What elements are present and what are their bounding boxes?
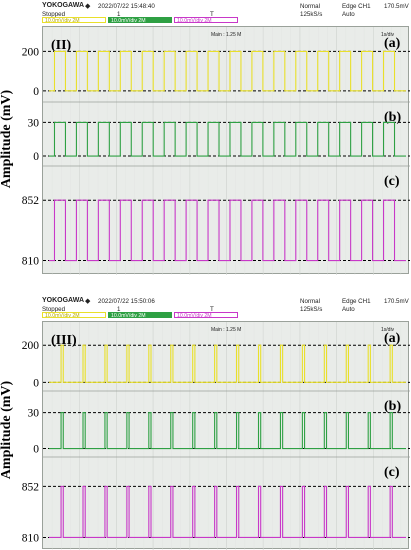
ch1-tag: 10.0mV/div 2M (42, 17, 106, 24)
trigger-marker: T (210, 11, 214, 18)
scope-screen: (III) Main : 1.25 M 1s/div 200 0 (a) 30 0 (b) 852… (22, 321, 410, 550)
diamond-icon: ◆ (85, 298, 91, 305)
status-text: Stopped (42, 306, 66, 313)
brand-logo: YOKOGAWA (42, 2, 85, 9)
ch3-tag: 10.0mV/div 2M (174, 312, 238, 319)
scope-header: YOKOGAWA ◆ 2022/07/22 15:50:06 Stopped 1… (42, 297, 411, 319)
zoom-text: Main : 1.25 M (211, 32, 241, 38)
ch2-tag: 10.0mV/div 2M (108, 312, 172, 319)
level-label-high: 852 (22, 195, 40, 207)
figure-panel-ii: YOKOGAWA ◆ 2022/07/22 15:48:40 Stopped 1… (0, 2, 411, 275)
level-label-low: 810 (22, 532, 40, 544)
trigger-type: Edge CH1 (342, 3, 371, 10)
marker-1: 1 (117, 306, 121, 313)
waveform-trace (49, 50, 406, 92)
subplot-label: (b) (384, 399, 401, 414)
waveform-trace (49, 485, 406, 538)
acq-mode: Normal (300, 298, 320, 305)
trigger-marker: T (210, 306, 214, 313)
scope-plot: (III) Main : 1.25 M 1s/div 200 0 (a) 30 0 (b) 852… (22, 322, 410, 550)
waveform-trace (49, 344, 406, 383)
level-label-low: 0 (33, 151, 39, 163)
trigger-type: Edge CH1 (342, 298, 371, 305)
trigger-level: 170.5mV (384, 298, 409, 305)
ch1-tag: 10.0mV/div 2M (42, 312, 106, 319)
scope-screen: (II) Main : 1.25 M 1s/div 200 0 (a) 30 0 (b) 852 8… (22, 26, 410, 275)
waveform-trace (49, 412, 406, 450)
zoom-text: Main : 1.25 M (211, 327, 241, 333)
brand-logo: YOKOGAWA (42, 297, 85, 304)
level-label-low: 0 (33, 86, 39, 98)
level-label-high: 30 (28, 117, 40, 129)
acq-mode: Normal (300, 3, 320, 10)
timebase-text: 1s/div (381, 327, 395, 333)
scope-plot: (II) Main : 1.25 M 1s/div 200 0 (a) 30 0 (b) 852 8… (22, 27, 410, 275)
level-label-high: 200 (22, 46, 40, 58)
subplot-label: (a) (384, 36, 401, 51)
y-axis-label: Amplitude (mV) (0, 380, 14, 480)
grid (52, 322, 401, 550)
subplot-label: (b) (384, 110, 401, 125)
level-label-low: 810 (22, 256, 40, 268)
waveform-trace (49, 199, 406, 262)
subplot-label: (c) (384, 174, 400, 189)
level-label-high: 200 (22, 340, 40, 352)
level-label-low: 0 (33, 377, 39, 389)
scope-header: YOKOGAWA ◆ 2022/07/22 15:48:40 Stopped 1… (42, 2, 411, 24)
trigger-level: 170.5mV (384, 3, 409, 10)
trigger-mode: Auto (342, 11, 355, 18)
figure-label: (II) (51, 38, 72, 53)
level-label-high: 30 (28, 408, 40, 420)
sample-rate: 125kS/s (300, 11, 323, 18)
ch2-tag: 10.0mV/div 2M (108, 17, 172, 24)
timebase-text: 1s/div (381, 32, 395, 38)
subplot-label: (a) (384, 331, 401, 346)
marker-1: 1 (117, 11, 121, 18)
level-label-high: 852 (22, 481, 40, 493)
level-label-low: 0 (33, 444, 39, 456)
status-text: Stopped (42, 11, 66, 18)
subplot-label: (c) (384, 465, 400, 480)
figure-label: (III) (51, 333, 77, 348)
y-axis-label: Amplitude (mV) (0, 89, 14, 189)
sample-rate: 125kS/s (300, 306, 323, 313)
figure-panel-iii: YOKOGAWA ◆ 2022/07/22 15:50:06 Stopped 1… (0, 295, 411, 550)
timestamp: 2022/07/22 15:50:06 (98, 298, 155, 305)
waveform-trace (49, 121, 406, 157)
grid (52, 27, 401, 275)
timestamp: 2022/07/22 15:48:40 (98, 3, 155, 10)
trigger-mode: Auto (342, 306, 355, 313)
diamond-icon: ◆ (85, 3, 91, 10)
ch3-tag: 10.0mV/div 2M (174, 17, 238, 24)
